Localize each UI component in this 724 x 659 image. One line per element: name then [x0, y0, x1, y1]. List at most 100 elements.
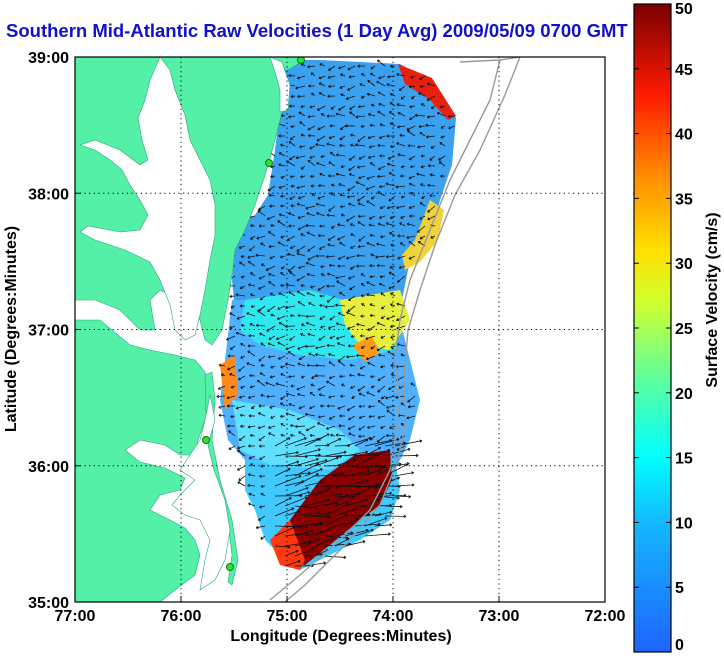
current-arrow: [297, 362, 306, 367]
current-arrow: [324, 492, 343, 497]
current-arrow: [260, 484, 266, 488]
current-arrow: [334, 507, 357, 517]
current-arrow: [376, 321, 386, 327]
current-arrow: [350, 385, 356, 389]
current-arrow: [389, 232, 396, 237]
current-arrow: [356, 322, 366, 327]
current-arrow: [319, 63, 326, 67]
current-arrow: [270, 174, 276, 179]
y-axis-label: Latitude (Degrees:Minutes): [3, 226, 20, 432]
current-arrow: [316, 162, 326, 167]
current-arrow: [300, 165, 306, 170]
current-arrow: [324, 494, 349, 507]
current-arrow: [269, 375, 276, 379]
current-arrow: [250, 224, 256, 228]
current-arrow: [358, 404, 366, 408]
current-arrow: [258, 444, 266, 448]
current-arrow: [394, 439, 423, 447]
current-arrow: [255, 525, 266, 530]
current-arrow: [400, 215, 406, 219]
current-arrow: [270, 313, 276, 317]
current-arrow: [379, 185, 386, 189]
current-arrow: [397, 255, 406, 260]
current-arrow: [228, 430, 236, 437]
current-arrow: [315, 202, 326, 207]
current-arrow: [388, 271, 396, 277]
current-arrow: [309, 405, 316, 410]
current-arrow: [416, 172, 426, 177]
current-arrow: [339, 85, 346, 89]
current-arrow: [406, 235, 416, 239]
current-arrow: [380, 335, 386, 339]
current-arrow: [379, 123, 386, 127]
current-arrow: [309, 433, 316, 438]
current-arrow: [386, 83, 396, 87]
current-arrow: [296, 415, 306, 421]
current-arrow: [270, 415, 276, 419]
current-arrow: [358, 235, 366, 242]
current-arrow: [320, 154, 326, 159]
current-arrow: [385, 182, 396, 187]
current-arrow: [310, 184, 316, 188]
current-arrow: [318, 184, 326, 188]
current-arrow: [427, 205, 436, 213]
current-arrow: [230, 385, 236, 389]
current-arrow: [309, 105, 316, 109]
current-arrow: [295, 424, 306, 429]
current-arrow: [289, 271, 296, 277]
colorbar-tick-label: 20: [675, 386, 693, 403]
current-arrow: [379, 135, 386, 140]
current-arrow: [344, 528, 369, 537]
current-arrow: [360, 273, 366, 277]
current-arrow: [249, 373, 256, 378]
current-arrow: [375, 255, 386, 259]
current-arrow: [280, 143, 286, 147]
current-arrow: [286, 392, 296, 397]
current-arrow: [318, 75, 326, 80]
current-arrow: [366, 241, 376, 247]
current-arrow: [427, 164, 436, 168]
current-arrow: [318, 82, 326, 87]
current-arrow: [310, 72, 316, 77]
delaware-bay: [269, 57, 291, 113]
current-arrow: [357, 104, 366, 109]
current-arrow: [380, 235, 386, 239]
current-arrow: [258, 355, 266, 362]
current-arrow: [248, 455, 256, 460]
current-arrow: [297, 215, 306, 220]
current-arrow: [304, 538, 320, 547]
current-arrow: [360, 345, 366, 349]
current-arrow: [327, 235, 336, 241]
current-arrow: [370, 103, 376, 107]
current-arrow: [306, 291, 316, 297]
current-arrow: [337, 223, 346, 227]
current-arrow: [410, 75, 416, 79]
current-arrow: [355, 181, 366, 187]
current-arrow: [240, 343, 246, 347]
current-arrow: [420, 183, 426, 187]
current-arrow: [341, 383, 346, 387]
velocity-blob-sound-cyan: [232, 400, 360, 470]
current-arrow: [345, 95, 356, 100]
current-arrow: [278, 134, 286, 138]
current-arrow: [247, 255, 256, 259]
current-arrow: [230, 305, 236, 309]
current-arrow: [285, 283, 296, 287]
current-arrow: [280, 265, 286, 270]
current-arrow: [278, 292, 286, 297]
current-arrow: [274, 437, 291, 447]
current-arrow: [390, 64, 396, 68]
current-arrow: [268, 432, 276, 437]
current-arrow: [378, 165, 386, 171]
current-arrow: [304, 498, 331, 507]
current-arrow: [328, 395, 336, 399]
current-arrow: [369, 264, 376, 268]
current-arrow: [369, 303, 376, 307]
chart-title: Southern Mid-Atlantic Raw Velocities (1 …: [6, 20, 628, 41]
colorbar-tick-label: 40: [675, 127, 693, 144]
current-arrow: [380, 292, 386, 297]
current-arrow: [300, 333, 306, 337]
current-arrow: [284, 486, 309, 497]
current-arrow: [324, 503, 350, 517]
